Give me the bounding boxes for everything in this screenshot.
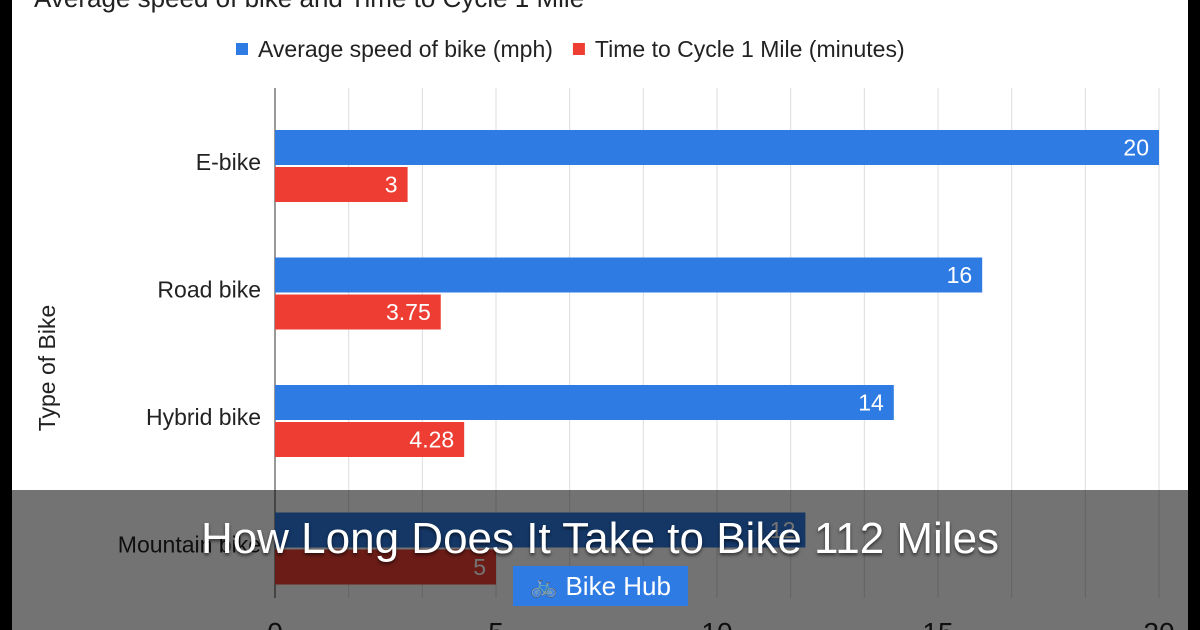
legend-label: Average speed of bike (mph) (258, 36, 553, 62)
legend-swatch (572, 43, 585, 55)
category-label: Hybrid bike (146, 404, 261, 430)
headline: How Long Does It Take to Bike 112 Miles (200, 514, 1000, 563)
data-label: 20 (1123, 135, 1149, 161)
bar (275, 385, 894, 420)
y-axis-label: Type of Bike (34, 305, 60, 432)
legend-label: Time to Cycle 1 Mile (minutes) (595, 36, 905, 62)
data-label: 3 (385, 172, 398, 198)
badge-label: Bike Hub (565, 570, 671, 601)
category-label: E-bike (196, 149, 261, 175)
data-label: 14 (858, 390, 884, 416)
data-label: 4.28 (409, 427, 454, 453)
bar (275, 422, 465, 457)
bar (275, 294, 441, 330)
site-badge[interactable]: 🚲 Bike Hub (513, 566, 688, 606)
bar (275, 257, 983, 293)
bar (275, 130, 1159, 165)
data-label: 3.75 (386, 299, 431, 325)
data-label: 16 (947, 262, 973, 288)
bicycle-icon: 🚲 (530, 573, 558, 598)
legend-swatch (236, 43, 248, 55)
caption-overlay (0, 490, 1200, 630)
chart-title: Average speed of bike and Time to Cycle … (34, 0, 584, 13)
category-label: Road bike (157, 277, 261, 303)
bar (275, 167, 408, 202)
